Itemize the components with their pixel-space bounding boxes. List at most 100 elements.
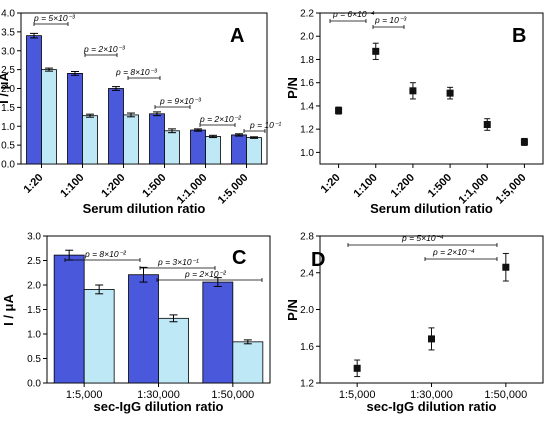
bar — [82, 115, 98, 165]
y-tick-label: 2.0 — [1, 84, 15, 95]
y-tick-label: 1.4 — [300, 101, 314, 112]
panel-b: 1.0 1.2 1.4 1.6 1.8 2.0 2.2 1:20 1:100 1:200 1:500… — [285, 9, 544, 216]
y-axis-title: I / μA — [1, 293, 16, 325]
y-tick-label: 1.0 — [300, 148, 314, 159]
y-tick-label: 2.0 — [300, 32, 314, 43]
x-axis-title: sec-IgG dilution ratio — [93, 399, 223, 414]
x-tick-label: 1:30,000 — [410, 389, 453, 401]
x-tick-label: 1:20 — [22, 172, 46, 196]
data-point — [372, 47, 380, 55]
data-point — [335, 107, 343, 115]
data-point — [446, 89, 454, 97]
y-tick-label: 3.5 — [1, 27, 15, 38]
bar — [205, 136, 221, 165]
y-tick-label: 1.2 — [300, 125, 314, 136]
bar — [26, 35, 42, 165]
y-tick-label: 3.0 — [27, 232, 41, 243]
panel-c: 0.0 0.5 1.0 1.5 2.0 2.5 3.0 1:5,000 1:30,000 1:50… — [1, 232, 271, 414]
bar — [231, 134, 247, 165]
x-axis-title: sec-IgG dilution ratio — [366, 399, 496, 414]
p-value-label: p = 3×10⁻¹ — [157, 257, 199, 267]
bar — [190, 129, 206, 165]
y-axis-title: P/N — [285, 299, 300, 321]
y-tick-label: 2.2 — [300, 9, 314, 20]
plot-frame — [319, 12, 544, 165]
y-tick-label: 2.8 — [300, 232, 314, 243]
bar — [202, 281, 234, 384]
x-tick-label: 1:100 — [351, 172, 379, 200]
x-axis-title: Serum dilution ratio — [83, 201, 206, 216]
p-value-label: p = 5×10⁻⁴ — [401, 233, 444, 243]
bar — [108, 88, 124, 165]
data-point — [483, 121, 491, 129]
bar — [232, 341, 264, 384]
x-tick-label: 1:50,000 — [484, 389, 527, 401]
y-tick-label: 1.5 — [1, 103, 15, 114]
x-tick-label: 1:5,000 — [494, 172, 529, 207]
y-tick-label: 0.0 — [1, 160, 15, 171]
y-tick-label: 0.5 — [1, 141, 15, 152]
panel-letter: C — [232, 247, 246, 269]
x-tick-label: 1:500 — [140, 172, 168, 200]
x-tick-label: 1:200 — [99, 172, 127, 200]
x-tick-label: 1:5,000 — [216, 172, 251, 207]
y-tick-label: 2.4 — [300, 268, 314, 279]
bar — [128, 274, 159, 384]
data-point — [353, 364, 361, 372]
bar — [158, 317, 189, 384]
bar — [149, 113, 165, 165]
y-tick-label: 0.5 — [27, 354, 41, 365]
data-point — [502, 263, 510, 271]
y-tick-label: 2.5 — [27, 256, 41, 267]
bar — [123, 114, 139, 165]
y-tick-label: 3.0 — [1, 46, 15, 57]
panel-a: 0.0 0.5 1.0 1.5 2.0 2.5 3.0 3.5 4.0 1:20 1:100 1:20… — [0, 9, 281, 217]
y-tick-label: 1.8 — [300, 55, 314, 66]
p-value-label: p = 10⁻³ — [374, 15, 407, 25]
p-value-label: p = 6×10⁻⁴ — [332, 9, 375, 19]
bar — [83, 289, 115, 384]
data-point — [520, 138, 528, 146]
y-tick-label: 1.6 — [300, 342, 314, 353]
panel-d: 1.2 1.6 2.0 2.4 2.8 1:5,000 1:30,000 1:50,000se… — [285, 232, 544, 414]
y-tick-label: 2.5 — [1, 65, 15, 76]
panel-letter: B — [512, 25, 526, 47]
x-tick-label: 1:500 — [426, 172, 454, 200]
x-tick-label: 1:5,000 — [66, 389, 103, 401]
bar — [67, 73, 83, 165]
p-value-label: p = 9×10⁻³ — [159, 96, 202, 106]
x-axis-title: Serum dilution ratio — [370, 201, 493, 216]
data-point — [409, 87, 417, 95]
p-value-label: p = 5×10⁻³ — [33, 13, 76, 23]
x-tick-label: 1:5,000 — [339, 389, 376, 401]
x-tick-label: 1:100 — [58, 172, 86, 200]
y-axis-title: P/N — [285, 77, 300, 99]
x-tick-label: 1:50,000 — [211, 389, 254, 401]
bar — [41, 69, 57, 165]
x-tick-label: 1:30,000 — [137, 389, 180, 401]
bar — [53, 254, 85, 384]
y-tick-label: 4.0 — [1, 9, 15, 20]
y-axis-title: I / μA — [0, 71, 11, 103]
x-tick-label: 1:20 — [319, 172, 343, 196]
y-tick-label: 1.0 — [27, 330, 41, 341]
p-value-label: p = 8×10⁻³ — [115, 67, 158, 77]
p-value-label: p = 2×10⁻² — [184, 269, 227, 279]
panel-letter: A — [230, 25, 244, 47]
y-tick-label: 1.0 — [1, 122, 15, 133]
plot-frame — [319, 235, 544, 384]
bar — [246, 137, 262, 165]
y-tick-label: 1.6 — [300, 78, 314, 89]
p-value-label: p = 2×10⁻² — [199, 114, 242, 124]
x-tick-label: 1:200 — [389, 172, 417, 200]
bar — [164, 130, 180, 165]
panel-letter: D — [311, 249, 325, 271]
y-tick-label: 2.0 — [300, 305, 314, 316]
p-value-label: p = 8×10⁻² — [84, 249, 127, 259]
y-tick-label: 0.0 — [27, 379, 41, 390]
data-point — [428, 335, 435, 343]
p-value-label: p = 2×10⁻³ — [83, 44, 126, 54]
p-value-label: p = 2×10⁻⁴ — [432, 247, 475, 257]
p-value-label: p = 10⁻¹ — [249, 120, 281, 130]
